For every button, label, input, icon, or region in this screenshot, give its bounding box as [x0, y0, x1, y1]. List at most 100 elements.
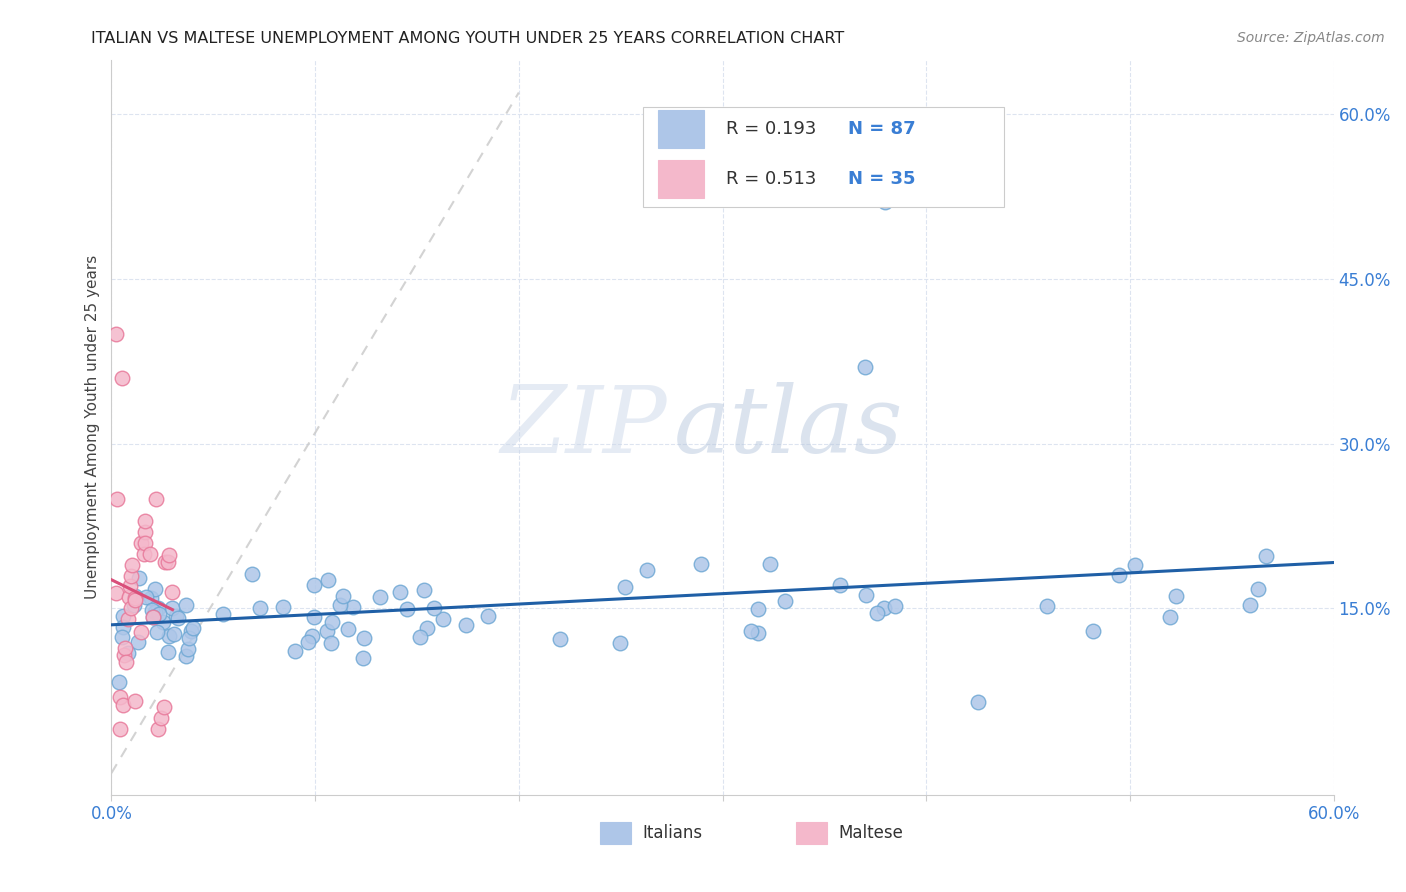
Point — [115, 656, 138, 670]
Point — [146, 601, 169, 615]
Point — [112, 698, 135, 713]
Point — [145, 492, 167, 507]
Point — [142, 609, 165, 624]
Point — [353, 632, 375, 646]
Point — [1036, 599, 1059, 613]
Point — [157, 548, 180, 562]
Text: Italians: Italians — [643, 824, 703, 842]
Point — [128, 571, 150, 585]
Point — [1254, 549, 1277, 563]
Point — [409, 630, 432, 644]
Point — [111, 371, 134, 385]
Point — [396, 602, 419, 616]
Point — [135, 590, 157, 604]
Point — [271, 600, 294, 615]
Point — [142, 609, 165, 624]
Point — [120, 568, 142, 582]
Point — [152, 700, 174, 714]
Point — [477, 608, 499, 623]
Point — [316, 573, 339, 587]
Point — [131, 535, 153, 549]
Point — [1123, 558, 1146, 572]
Point — [284, 644, 307, 658]
Point — [162, 584, 184, 599]
Point — [321, 615, 343, 629]
Point — [177, 641, 200, 656]
Point — [636, 563, 658, 577]
Point — [613, 580, 636, 594]
Text: N = 87: N = 87 — [848, 120, 917, 137]
FancyBboxPatch shape — [643, 107, 1004, 207]
Point — [111, 620, 134, 634]
Text: N = 35: N = 35 — [848, 169, 915, 187]
Point — [167, 610, 190, 624]
Point — [111, 630, 134, 644]
Point — [432, 612, 454, 626]
Point — [129, 624, 152, 639]
Point — [174, 599, 197, 613]
Point — [747, 602, 769, 616]
Point — [143, 606, 166, 620]
Point — [174, 648, 197, 663]
Point — [108, 690, 131, 705]
Point — [108, 722, 131, 736]
Point — [120, 601, 142, 615]
Point — [416, 621, 439, 635]
Point — [212, 607, 235, 621]
Point — [297, 634, 319, 648]
Point — [146, 624, 169, 639]
Point — [150, 711, 173, 725]
Point — [319, 636, 342, 650]
Text: Maltese: Maltese — [838, 824, 903, 842]
Point — [413, 582, 436, 597]
Point — [302, 578, 325, 592]
Point — [124, 592, 146, 607]
Text: R = 0.193: R = 0.193 — [725, 120, 817, 137]
Point — [148, 722, 170, 736]
Point — [853, 359, 876, 374]
Point — [740, 624, 762, 639]
Point — [966, 695, 988, 709]
Point — [112, 648, 135, 662]
Text: atlas: atlas — [673, 383, 903, 473]
Point — [689, 558, 711, 572]
Point — [139, 547, 162, 561]
Point — [117, 612, 139, 626]
Point — [873, 600, 896, 615]
Point — [352, 650, 374, 665]
Y-axis label: Unemployment Among Youth under 25 years: Unemployment Among Youth under 25 years — [86, 255, 100, 599]
Text: Source: ZipAtlas.com: Source: ZipAtlas.com — [1237, 31, 1385, 45]
Point — [249, 601, 271, 615]
Point — [423, 600, 446, 615]
Point — [134, 524, 156, 539]
Point — [316, 624, 339, 638]
Point — [139, 591, 162, 606]
Point — [240, 566, 263, 581]
Point — [122, 598, 145, 612]
Text: ITALIAN VS MALTESE UNEMPLOYMENT AMONG YOUTH UNDER 25 YEARS CORRELATION CHART: ITALIAN VS MALTESE UNEMPLOYMENT AMONG YO… — [91, 31, 845, 46]
Point — [124, 693, 146, 707]
Point — [388, 585, 411, 599]
Point — [337, 622, 360, 636]
Point — [143, 582, 166, 596]
Point — [157, 629, 180, 643]
Point — [1239, 598, 1261, 612]
Point — [163, 627, 186, 641]
Point — [112, 609, 135, 624]
Point — [132, 547, 155, 561]
Point — [304, 609, 326, 624]
Point — [134, 514, 156, 528]
Point — [1247, 582, 1270, 596]
Point — [141, 603, 163, 617]
Point — [121, 558, 143, 572]
Point — [124, 589, 146, 603]
Point — [160, 601, 183, 615]
Point — [165, 609, 187, 624]
Point — [747, 626, 769, 640]
Point — [152, 615, 174, 629]
Point — [104, 326, 127, 341]
Point — [609, 636, 631, 650]
Point — [156, 556, 179, 570]
Point — [1081, 624, 1104, 639]
Point — [875, 195, 897, 210]
